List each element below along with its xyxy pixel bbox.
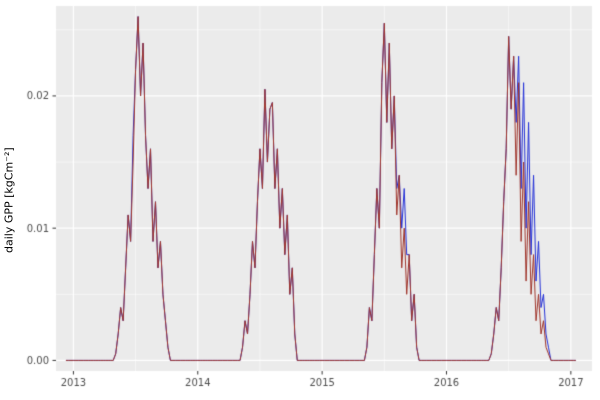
gpp-time-series-figure: daily GPP [kgCm⁻²] xyxy=(0,0,600,400)
gpp-time-series-canvas xyxy=(0,0,600,400)
